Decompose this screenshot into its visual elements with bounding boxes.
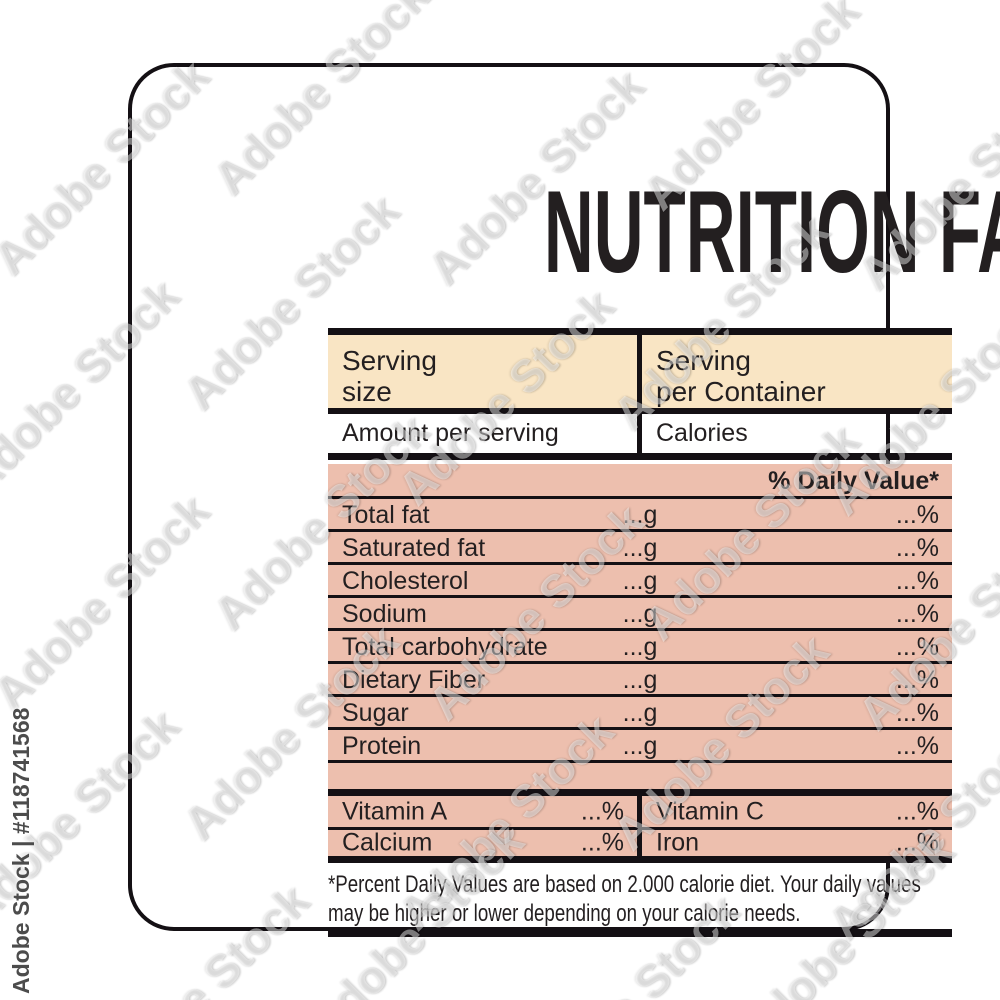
nutrient-name: Sugar <box>342 699 409 727</box>
nutrient-row-saturated-fat: Saturated fat ...g ...% <box>328 532 952 565</box>
vitamin-daily-value: ...% <box>580 797 624 825</box>
calories-label: Calories <box>656 419 748 447</box>
nutrient-daily-value: ...% <box>895 699 939 727</box>
vitamin-row-1: Vitamin A ...% Vitamin C ...% <box>328 796 952 827</box>
vitamin-name: Calcium <box>342 828 433 857</box>
amount-calories-row: Amount per serving Calories <box>328 414 952 453</box>
vitamin-name: Vitamin A <box>342 797 448 825</box>
nutrient-daily-value: ...% <box>895 501 939 529</box>
vitamin-c-cell: Vitamin C ...% <box>642 796 952 827</box>
table-bottom-rule <box>328 929 952 937</box>
iron-cell: Iron ...% <box>642 828 952 857</box>
nutrient-daily-value: ...% <box>895 567 939 595</box>
nutrient-name: Total fat <box>342 501 430 529</box>
vitamin-daily-value: ...% <box>895 828 939 857</box>
nutrient-name: Cholesterol <box>342 567 469 595</box>
nutrient-name: Sodium <box>342 600 427 628</box>
nutrient-row-protein: Protein ...g ...% <box>328 730 952 763</box>
nutrient-row-total-fat: Total fat ...g ...% <box>328 499 952 532</box>
calcium-cell: Calcium ...% <box>328 828 637 857</box>
nutrient-name: Total carbohydrate <box>342 633 548 661</box>
nutrient-amount: ...g <box>622 600 658 628</box>
nutrient-daily-value: ...% <box>895 534 939 562</box>
nutrient-row-sodium: Sodium ...g ...% <box>328 598 952 631</box>
nutrient-amount: ...g <box>622 699 658 727</box>
nutrient-name: Saturated fat <box>342 534 486 562</box>
amount-per-serving-label: Amount per serving <box>342 419 559 447</box>
nutrient-row-cholesterol: Cholesterol ...g ...% <box>328 565 952 598</box>
nutrient-row-sugar: Sugar ...g ...% <box>328 697 952 730</box>
header-column-divider <box>637 328 642 460</box>
label-title-wrap: NUTRITION FACTS <box>328 173 1000 290</box>
vitamin-row-2: Calcium ...% Iron ...% <box>328 828 952 857</box>
nutrient-daily-value: ...% <box>895 633 939 661</box>
nutrient-amount: ...g <box>622 501 658 529</box>
footnote-text: *Percent Daily Values are based on 2.000… <box>328 871 921 927</box>
vitamin-name: Iron <box>656 828 700 857</box>
nutrition-table: Serving size Serving per Container Amoun… <box>328 328 952 944</box>
vitamins-column-divider <box>637 789 642 863</box>
footnote: *Percent Daily Values are based on 2.000… <box>328 870 952 928</box>
serving-size-header: Serving size <box>342 345 437 407</box>
nutrient-daily-value: ...% <box>895 666 939 694</box>
daily-value-header: % Daily Value* <box>768 467 939 495</box>
nutrient-daily-value: ...% <box>895 600 939 628</box>
nutrient-row-dietary-fiber: Dietary Fiber ...g ...% <box>328 664 952 697</box>
nutrient-amount: ...g <box>622 666 658 694</box>
nutrient-row-total-carbohydrate: Total carbohydrate ...g ...% <box>328 631 952 664</box>
nutrient-name: Protein <box>342 732 422 760</box>
nutrient-name: Dietary Fiber <box>342 666 486 694</box>
nutrient-amount: ...g <box>622 732 658 760</box>
nutrition-label-card: NUTRITION FACTS Serving size Serving per… <box>128 63 1000 937</box>
vitamin-name: Vitamin C <box>656 797 764 825</box>
daily-value-section: % Daily Value* Total fat ...g ...% Satur… <box>328 464 952 863</box>
stock-credit-text: Adobe Stock | #118741568 <box>8 707 34 994</box>
vitamin-a-cell: Vitamin A ...% <box>328 796 637 827</box>
vitamin-daily-value: ...% <box>895 797 939 825</box>
serving-per-container-header: Serving per Container <box>656 345 826 407</box>
nutrient-amount: ...g <box>622 534 658 562</box>
nutrient-amount: ...g <box>622 633 658 661</box>
label-title: NUTRITION FACTS <box>543 166 1000 297</box>
nutrient-amount: ...g <box>622 567 658 595</box>
nutrient-daily-value: ...% <box>895 732 939 760</box>
vitamin-daily-value: ...% <box>580 828 624 857</box>
row-divider <box>328 496 952 499</box>
